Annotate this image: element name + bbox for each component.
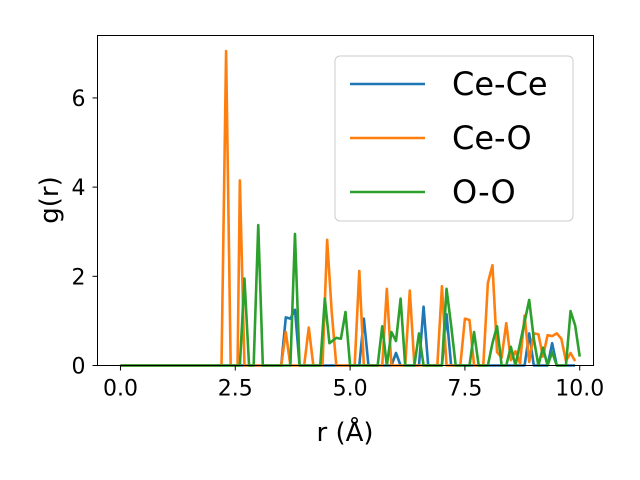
legend-label-ce-ce: Ce-Ce [452, 65, 548, 103]
plot-area-frame [97, 35, 594, 366]
y-tick-label: 4 [72, 176, 86, 201]
legend: Ce-Ce Ce-O O-O [334, 55, 574, 222]
x-tick-label: 2.5 [218, 377, 253, 402]
x-axis: 0.0 2.5 5.0 7.5 10.0 [103, 365, 604, 402]
x-axis-label: r (Å) [316, 416, 373, 448]
legend-label-o-o: O-O [452, 173, 516, 211]
y-tick-label: 6 [72, 87, 86, 112]
y-tick-label: 2 [72, 265, 86, 290]
y-axis-label: g(r) [35, 176, 65, 223]
y-tick-label: 0 [72, 355, 86, 380]
x-tick-label: 10.0 [555, 377, 604, 402]
x-tick-label: 7.5 [447, 377, 482, 402]
x-tick-label: 5.0 [333, 377, 368, 402]
legend-box [334, 55, 574, 222]
y-axis: 0 2 4 6 [72, 87, 98, 380]
series-line-o-o [120, 223, 582, 367]
x-tick-label: 0.0 [103, 377, 138, 402]
legend-label-ce-o: Ce-O [452, 119, 532, 157]
